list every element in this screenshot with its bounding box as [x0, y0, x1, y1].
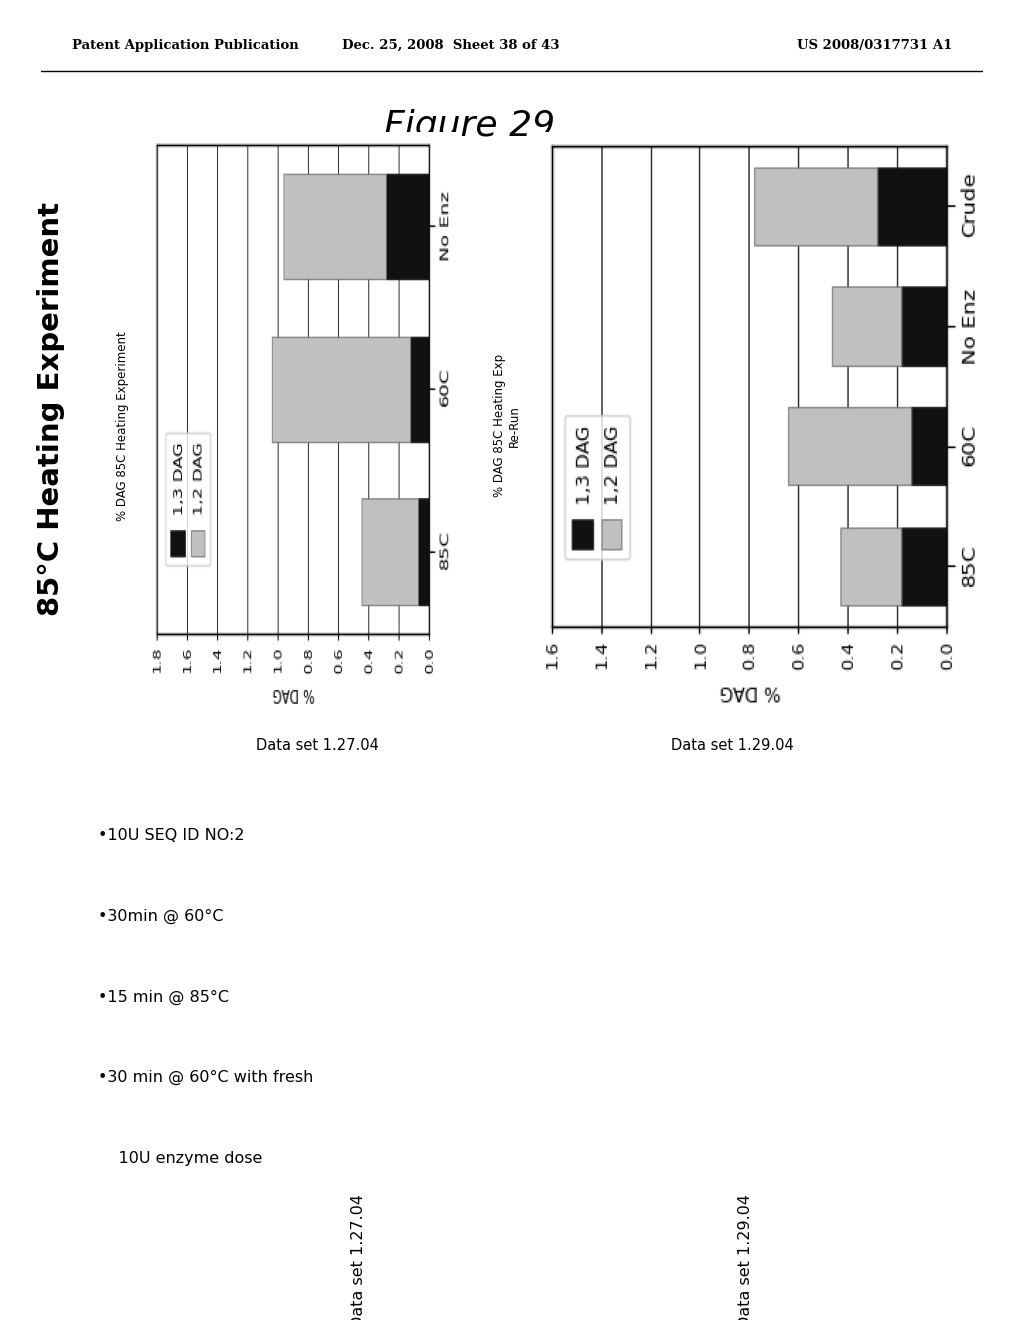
Text: •15 min @ 85°C: •15 min @ 85°C: [98, 990, 229, 1005]
Text: Data set 1.29.04: Data set 1.29.04: [738, 1193, 753, 1320]
Text: % DAG 85C Heating Experiment: % DAG 85C Heating Experiment: [117, 331, 129, 520]
Text: Data set 1.27.04: Data set 1.27.04: [256, 738, 379, 754]
Text: % DAG 85C Heating Exp
Re-Run: % DAG 85C Heating Exp Re-Run: [493, 354, 521, 498]
Text: •10U SEQ ID NO:2: •10U SEQ ID NO:2: [98, 828, 245, 843]
Text: Figure 29: Figure 29: [384, 110, 556, 143]
Text: Data set 1.27.04: Data set 1.27.04: [351, 1193, 366, 1320]
Text: Data set 1.29.04: Data set 1.29.04: [671, 738, 794, 754]
Text: 10U enzyme dose: 10U enzyme dose: [98, 1151, 262, 1166]
Text: US 2008/0317731 A1: US 2008/0317731 A1: [797, 40, 952, 51]
Text: 85°C Heating Experiment: 85°C Heating Experiment: [37, 202, 66, 616]
Text: •30 min @ 60°C with fresh: •30 min @ 60°C with fresh: [98, 1071, 313, 1085]
Text: Patent Application Publication: Patent Application Publication: [72, 40, 298, 51]
Text: Dec. 25, 2008  Sheet 38 of 43: Dec. 25, 2008 Sheet 38 of 43: [342, 40, 559, 51]
Text: •30min @ 60°C: •30min @ 60°C: [98, 908, 223, 924]
